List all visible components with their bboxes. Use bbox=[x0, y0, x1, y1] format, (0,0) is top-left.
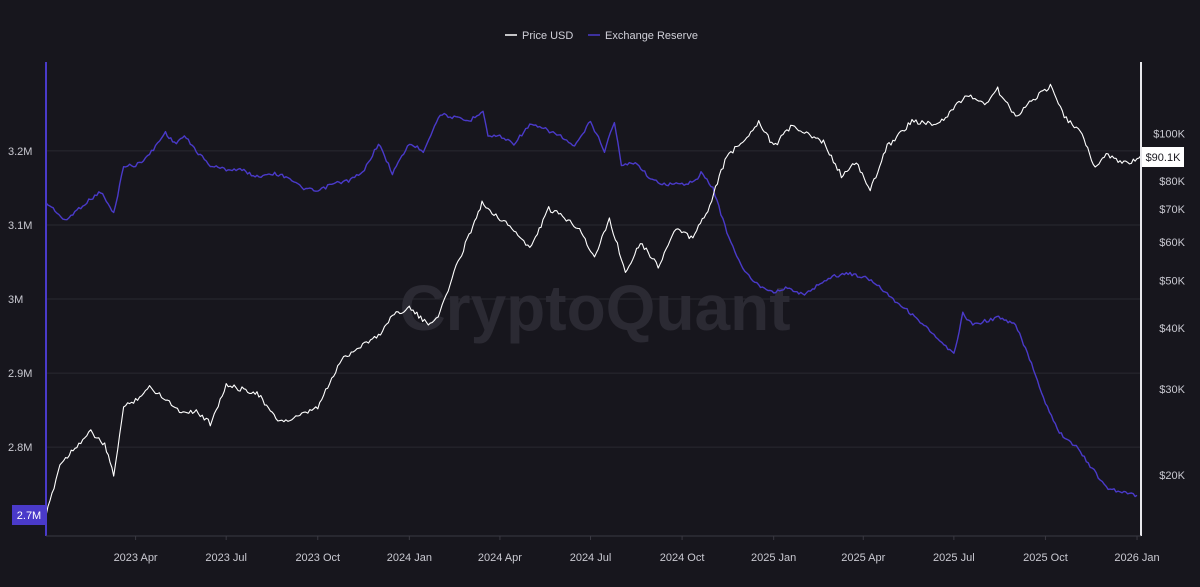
x-tick-label: 2024 Oct bbox=[660, 552, 705, 564]
y-left-tick-label: 3M bbox=[8, 294, 23, 306]
legend-label-price: Price USD bbox=[522, 30, 573, 42]
price-usd-series bbox=[45, 83, 1142, 516]
x-tick-label: 2025 Jan bbox=[751, 552, 796, 564]
left-badge-label: 2.7M bbox=[17, 510, 41, 522]
legend-item-price[interactable]: Price USD bbox=[505, 30, 573, 42]
y-right-tick-label: $70K bbox=[1159, 204, 1185, 216]
y-right-tick-label: $100K bbox=[1153, 128, 1185, 140]
watermark: CryptoQuant bbox=[399, 272, 790, 344]
left-badge-bg bbox=[12, 505, 46, 525]
y-left-tick-label: 3.1M bbox=[8, 220, 32, 232]
y-left-tick-label: 3.2M bbox=[8, 146, 32, 158]
y-right-tick-label: $30K bbox=[1159, 384, 1185, 396]
x-tick-label: 2024 Apr bbox=[478, 552, 522, 564]
x-tick-label: 2025 Jul bbox=[933, 552, 975, 564]
left-current-value-badge: 2.7M bbox=[12, 505, 46, 525]
tick-labels: 2.8M 2.9M 3M 3.1M 3.2M $20K $30K $40K $50K $60K $7… bbox=[8, 128, 1186, 564]
legend[interactable]: Price USD Exchange Reserve bbox=[505, 30, 698, 42]
y-right-tick-label: $40K bbox=[1159, 323, 1185, 335]
exchange-reserve-series bbox=[45, 110, 1138, 498]
x-tick-label: 2024 Jul bbox=[570, 552, 612, 564]
x-tick-label: 2025 Oct bbox=[1023, 552, 1068, 564]
legend-item-reserve[interactable]: Exchange Reserve bbox=[588, 30, 698, 42]
y-right-tick-label: $20K bbox=[1159, 470, 1185, 482]
right-badge-label: $90.1K bbox=[1146, 152, 1182, 164]
x-tick-label: 2023 Apr bbox=[114, 552, 158, 564]
y-right-tick-label: $80K bbox=[1159, 176, 1185, 188]
x-tick-label: 2025 Apr bbox=[841, 552, 885, 564]
y-left-tick-label: 2.9M bbox=[8, 368, 32, 380]
y-left-tick-label: 2.8M bbox=[8, 442, 32, 454]
x-tick-label: 2026 Jan bbox=[1114, 552, 1159, 564]
y-right-tick-label: $50K bbox=[1159, 275, 1185, 287]
price-usd-line bbox=[45, 83, 1142, 516]
right-current-value-badge: $90.1K bbox=[1142, 147, 1184, 167]
axes bbox=[45, 62, 1142, 537]
x-tick-label: 2024 Jan bbox=[387, 552, 432, 564]
grid bbox=[46, 150, 1141, 448]
x-tick-label: 2023 Oct bbox=[295, 552, 340, 564]
x-tick-label: 2023 Jul bbox=[205, 552, 247, 564]
y-right-tick-label: $60K bbox=[1159, 237, 1185, 249]
right-badge-bg bbox=[1142, 147, 1184, 167]
legend-label-reserve: Exchange Reserve bbox=[605, 30, 698, 42]
exchange-reserve-line bbox=[45, 110, 1138, 498]
